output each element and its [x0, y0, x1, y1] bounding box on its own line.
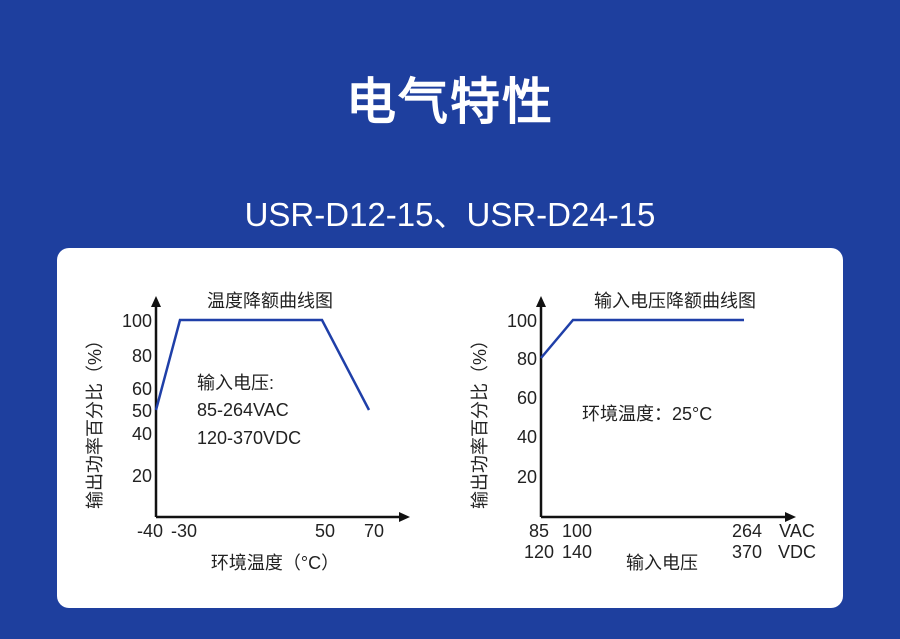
chart1-annotation: 120-370VDC — [197, 428, 301, 448]
chart1-y-tick-label: 20 — [132, 466, 152, 486]
chart1-y-tick-label: 80 — [132, 346, 152, 366]
chart1-y-axis-label: 输出功率百分比（%） — [85, 331, 105, 509]
chart1-annotation: 85-264VAC — [197, 400, 289, 420]
chart1-x-axis-label: 环境温度（°C） — [211, 553, 339, 573]
chart2-title: 输入电压降额曲线图 — [594, 291, 756, 311]
chart2-x-unit-label: VAC — [779, 521, 815, 541]
page-title: 电气特性 — [346, 73, 554, 131]
chart1-x-tick-label: 50 — [315, 521, 335, 541]
chart2-x-tick-label-dc: 140 — [562, 542, 592, 562]
model-subtitle: USR-D12-15、USR-D24-15 — [244, 196, 656, 233]
chart2-x-axis-arrow — [785, 512, 796, 522]
chart2-x-tick-label: 264 — [732, 521, 762, 541]
chart2-x-tick-label-dc: 370 — [732, 542, 762, 562]
chart2-y-tick-label: 80 — [517, 349, 537, 369]
chart1-x-tick-label: -40 — [137, 521, 163, 541]
chart2-y-tick-label: 100 — [507, 311, 537, 331]
chart2-y-tick-label: 20 — [517, 467, 537, 487]
chart2-x-tick-label: 85 — [529, 521, 549, 541]
chart2-annotation: 环境温度：25°C — [582, 404, 712, 424]
chart1-y-tick-label: 60 — [132, 379, 152, 399]
chart1-y-tick-label: 50 — [132, 401, 152, 421]
chart2-y-tick-label: 40 — [517, 427, 537, 447]
chart2-x-unit-label: VDC — [778, 542, 816, 562]
chart-card — [57, 248, 843, 608]
chart1-y-tick-label: 40 — [132, 424, 152, 444]
chart1-y-tick-label: 100 — [122, 311, 152, 331]
chart1-series-line — [154, 318, 371, 411]
chart1-y-axis-arrow — [151, 296, 161, 307]
chart2-y-axis-arrow — [536, 296, 546, 307]
chart1-title: 温度降额曲线图 — [207, 291, 333, 311]
chart1-x-tick-label: -30 — [171, 521, 197, 541]
chart1-annotation: 输入电压: — [197, 373, 274, 393]
chart1-x-axis-arrow — [399, 512, 410, 522]
chart2-y-axis-label: 输出功率百分比（%） — [470, 331, 490, 509]
chart2-x-tick-label-dc: 120 — [524, 542, 554, 562]
chart2-x-tick-label: 100 — [562, 521, 592, 541]
chart1-x-tick-label: 70 — [364, 521, 384, 541]
chart2-series-line — [540, 318, 744, 359]
chart2-x-axis-label: 输入电压 — [626, 553, 698, 573]
chart2-y-tick-label: 60 — [517, 388, 537, 408]
